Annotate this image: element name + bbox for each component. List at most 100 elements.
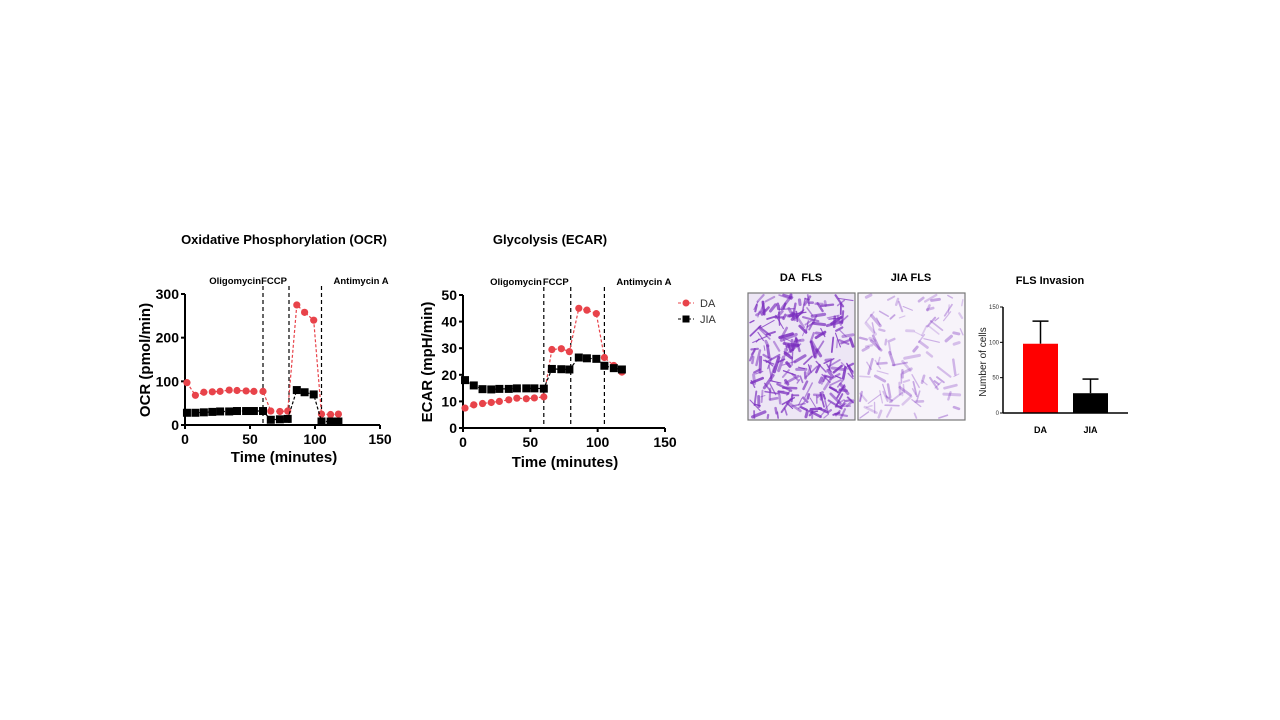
stained-cell [866, 361, 872, 371]
stained-cell [786, 390, 791, 396]
stained-cell [863, 405, 878, 415]
ocr-point-da [200, 388, 208, 396]
legend-label-jia: JIA [700, 314, 717, 326]
ecar-point-da [505, 396, 513, 404]
ocr-y-tick-label: 0 [171, 417, 179, 433]
stained-cell [877, 356, 881, 365]
ecar-point-jia [565, 365, 574, 374]
stained-cell [801, 328, 807, 337]
stained-cell [886, 383, 892, 399]
stained-cell [820, 327, 826, 338]
stained-cell [897, 300, 904, 313]
stained-cell [868, 336, 877, 343]
stained-cell [823, 376, 833, 391]
stained-cell [943, 383, 958, 390]
ocr-point-jia [317, 417, 326, 426]
bar-da [1023, 343, 1058, 413]
stained-cell [830, 336, 835, 353]
ecar-point-da [575, 304, 583, 312]
stained-cell [807, 364, 812, 374]
stained-cell [830, 366, 846, 372]
stained-cell [809, 397, 816, 408]
bar-y-tick-label: 0 [996, 411, 1000, 417]
stained-cell [820, 303, 835, 308]
stained-cell [924, 293, 938, 303]
stained-cell [859, 392, 868, 402]
stained-cell [952, 405, 961, 411]
ocr-point-jia [208, 407, 217, 416]
stained-cell [779, 332, 798, 342]
stained-cell [859, 375, 871, 378]
stained-cell [826, 363, 832, 373]
stained-cell [838, 388, 848, 393]
stained-cell [760, 319, 775, 329]
stained-cell [827, 399, 843, 410]
ocr-point-da [225, 386, 233, 394]
stained-cell [858, 390, 864, 403]
stained-cell [757, 331, 765, 342]
stained-cell [829, 392, 842, 405]
stained-cell [882, 383, 888, 399]
ocr-y-tick-label: 300 [156, 286, 180, 302]
stained-cell [791, 348, 794, 366]
ocr-point-jia [199, 408, 208, 417]
stained-cell [867, 393, 882, 404]
ocr-point-da [317, 410, 326, 418]
ocr-point-jia [309, 390, 318, 399]
stained-cell [934, 317, 940, 322]
ocr-point-da [216, 387, 224, 395]
stained-cell [816, 393, 822, 399]
stained-cell [887, 295, 896, 301]
ecar-point-da [565, 348, 573, 356]
ocr-point-da [242, 387, 250, 395]
ocr-xlabel: Time (minutes) [231, 449, 337, 466]
stained-cell [936, 366, 952, 378]
stained-cell [783, 351, 793, 360]
ocr-y-tick-label: 100 [156, 373, 180, 389]
ocr-point-jia [249, 407, 258, 416]
ocr-ylabel: OCR (pmol/min) [137, 303, 154, 417]
stained-cell [846, 396, 854, 404]
stained-cell [901, 395, 913, 406]
ecar-point-jia [582, 354, 591, 363]
stained-cell [798, 397, 803, 406]
stained-cell [888, 350, 896, 367]
stained-cell [815, 360, 827, 373]
stained-cell [828, 386, 839, 394]
stained-cell [923, 338, 940, 343]
stained-cell [796, 379, 801, 384]
ocr-injection-label: FCCP [261, 276, 288, 287]
stained-cell [840, 362, 849, 370]
ocr-point-jia [275, 415, 284, 424]
stained-cell [903, 353, 921, 360]
ecar-point-jia [547, 364, 556, 373]
stained-cell [901, 367, 913, 375]
micrograph-label-da: DA FLS [780, 272, 822, 284]
stained-cell [834, 332, 841, 348]
stained-cell [781, 369, 790, 378]
stained-cell [864, 293, 873, 299]
stained-cell [874, 359, 882, 370]
stained-cell [829, 372, 841, 381]
stained-cell [882, 390, 889, 402]
stained-cell [871, 334, 881, 351]
ocr-point-jia [259, 407, 267, 416]
stained-cell [943, 311, 952, 322]
legend-marker-jia [682, 315, 690, 323]
micrograph-label-jia: JIA FLS [891, 272, 932, 284]
bar-y-tick-label: 100 [989, 340, 1000, 346]
ocr-injection-label: Oligomycin [209, 276, 261, 287]
stained-cell [958, 312, 964, 320]
stained-cell [818, 376, 824, 384]
stained-cell [799, 375, 804, 384]
ecar-point-jia [461, 376, 470, 385]
stained-cell [803, 295, 812, 306]
stained-cell [913, 412, 918, 419]
stained-cell [867, 357, 874, 376]
stained-cell [777, 390, 790, 395]
stained-cell [836, 403, 847, 408]
stained-cell [864, 344, 874, 348]
stained-cell [934, 381, 942, 389]
ocr-x-tick-label: 0 [181, 431, 189, 447]
ecar-legend: DA JIA [678, 298, 717, 326]
